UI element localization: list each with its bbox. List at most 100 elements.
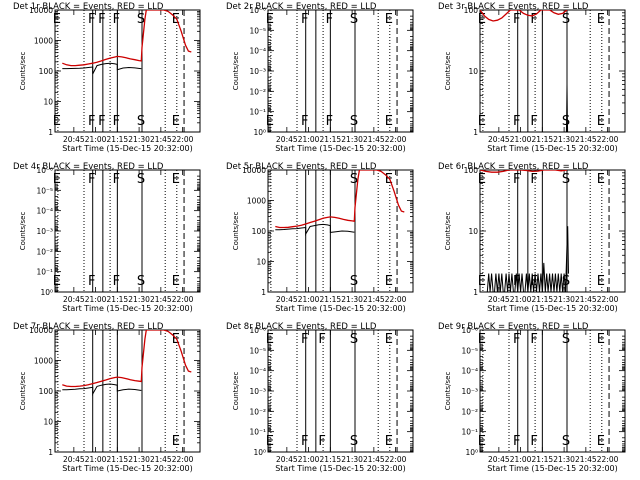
x-tick-label: 21:00 [85,295,107,304]
y-axis-title: Counts/sec [19,212,27,251]
x-tick-label: 21:30 [128,455,150,464]
y-tick-label: 10000 [242,166,266,175]
x-tick-label: 22:00 [172,135,194,144]
x-tick-label: 21:15 [107,135,129,144]
y-tick-label: 100 [39,387,54,396]
marker-label-top: E [266,12,274,27]
marker-label: F [326,114,333,129]
y-tick-label: 10⁻⁴ [249,47,266,56]
marker-label-top: E [597,332,605,347]
y-tick-label: 10 [256,258,266,267]
panel-det-9r: Det 9r BLACK = Events, RED = LLD 10⁰ 10⁻¹ 1… [438,322,626,473]
y-tick-label: 10 [43,98,53,107]
y-tick-label: 1 [473,288,478,297]
marker-label: F [113,274,120,289]
marker-label: E [172,434,180,449]
x-tick-label: 21:00 [510,295,532,304]
marker-label: S [137,274,145,289]
x-tick-label: 21:15 [320,135,342,144]
marker-label-top: S [562,172,570,187]
marker-label-top: S [137,12,145,27]
x-tick-label: 21:15 [320,295,342,304]
marker-label-top: E [478,172,486,187]
x-axis-title: Start Time (15-Dec-15 20:32:00) [62,464,193,473]
x-tick-label: 21:15 [320,455,342,464]
marker-label: F [513,434,520,449]
x-tick-label: 21:15 [532,455,554,464]
y-axis-title: Counts/sec [444,212,452,251]
series-events [275,223,355,236]
marker-label-top: S [137,172,145,187]
x-tick-label: 21:45 [575,455,597,464]
marker-label-top: F [326,12,333,27]
marker-label-top: E [385,12,393,27]
panel-title: Det 8r BLACK = Events, RED = LLD [226,322,377,332]
x-tick-label: 20:45 [63,135,85,144]
x-tick-label: 21:30 [553,135,575,144]
marker-label-top: S [350,172,358,187]
marker-label: E [172,274,180,289]
panel-title: Det 6r BLACK = Events, RED = LLD [438,162,589,172]
marker-label: F [98,114,105,129]
x-tick-label: 22:00 [172,455,194,464]
x-tick-label: 21:45 [150,455,172,464]
y-tick-label: 10⁰ [40,288,53,297]
series-events [486,226,569,292]
marker-label: E [597,434,605,449]
x-tick-label: 21:45 [363,295,385,304]
marker-label-top: E [266,332,274,347]
series-events [62,383,142,396]
x-tick-label: 21:45 [575,295,597,304]
marker-label: F [88,274,95,289]
marker-label-top: S [350,12,358,27]
marker-label: E [266,114,274,129]
panel-det-5r: Det 5r BLACK = Events, RED = LLD 1 10 100 10… [226,162,414,313]
marker-label-top: F [530,12,537,27]
marker-label: E [478,114,486,129]
y-tick-label: 1 [48,128,53,137]
panel-det-1r: Det 1r BLACK = Events, RED = LLD 1 10 100 10… [13,2,201,153]
y-tick-label: 10⁻⁶ [36,166,53,175]
marker-label-top: F [113,12,120,27]
x-tick-label: 21:00 [510,455,532,464]
marker-label: E [172,114,180,129]
y-tick-label: 10⁻⁶ [461,326,478,335]
x-axis-title: Start Time (15-Dec-15 20:32:00) [487,144,618,153]
series-lld [275,170,405,229]
y-tick-label: 10⁻⁴ [461,367,478,376]
y-axis-title: Counts/sec [19,372,27,411]
x-tick-label: 20:45 [63,295,85,304]
marker-label-top: S [562,12,570,27]
x-tick-label: 21:45 [150,295,172,304]
y-axis-title: Counts/sec [444,372,452,411]
x-tick-label: 21:00 [298,295,320,304]
y-tick-label: 10⁰ [253,128,266,137]
panel-title: Det 9r BLACK = Events, RED = LLD [438,322,589,332]
marker-label: E [53,114,61,129]
x-tick-label: 22:00 [385,295,407,304]
marker-label-top: E [597,172,605,187]
panel-title: Det 2r BLACK = Events, RED = LLD [226,2,377,12]
x-axis-title: Start Time (15-Dec-15 20:32:00) [62,144,193,153]
marker-label: F [301,434,308,449]
x-tick-label: 20:45 [488,455,510,464]
marker-label-top: S [562,332,570,347]
x-tick-label: 21:30 [341,455,363,464]
panel-title: Det 1r BLACK = Events, RED = LLD [13,2,164,12]
marker-label-top: F [530,172,537,187]
y-tick-label: 100 [464,6,479,15]
marker-label-top: E [172,172,180,187]
x-tick-label: 22:00 [597,135,619,144]
x-axis-title: Start Time (15-Dec-15 20:32:00) [487,304,618,313]
marker-label-top: S [350,332,358,347]
marker-label: E [478,434,486,449]
marker-label-top: E [385,332,393,347]
marker-label: S [137,114,145,129]
x-tick-label: 21:30 [128,135,150,144]
marker-label: E [597,274,605,289]
marker-label-top: E [172,12,180,27]
marker-label-top: F [301,12,308,27]
series-lld [480,10,568,22]
marker-label-top: F [513,172,520,187]
